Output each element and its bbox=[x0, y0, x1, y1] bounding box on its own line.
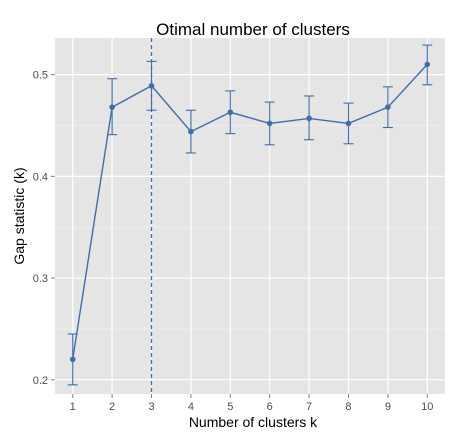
data-point bbox=[148, 83, 155, 89]
x-tick-label: 1 bbox=[70, 401, 76, 413]
x-tick-label: 4 bbox=[188, 401, 194, 413]
x-tick-label: 2 bbox=[109, 401, 115, 413]
data-point bbox=[227, 109, 234, 116]
y-tick-label: 0.4 bbox=[33, 171, 48, 183]
x-tick-label: 6 bbox=[267, 401, 273, 413]
x-axis-label: Number of clusters k bbox=[189, 414, 318, 430]
x-tick-label: 10 bbox=[421, 401, 433, 413]
data-point bbox=[385, 104, 391, 110]
data-point bbox=[69, 356, 76, 363]
series-layer bbox=[67, 44, 433, 386]
x-tick-label: 3 bbox=[148, 401, 154, 413]
x-tick-label: 8 bbox=[345, 401, 351, 413]
x-tick-label: 9 bbox=[385, 401, 391, 413]
y-tick-label: 0.3 bbox=[33, 273, 48, 285]
x-tick-label: 7 bbox=[306, 401, 312, 413]
chart-title: Otimal number of clusters bbox=[156, 20, 350, 39]
data-point bbox=[345, 120, 352, 127]
gap-series-line bbox=[72, 63, 428, 360]
x-tick-label: 5 bbox=[227, 401, 233, 413]
y-tick-label: 0.5 bbox=[33, 70, 48, 82]
data-point bbox=[109, 104, 115, 110]
y-tick-label: 0.2 bbox=[33, 375, 48, 387]
plot-panel bbox=[55, 38, 445, 394]
y-axis-label: Gap statistic (k) bbox=[11, 167, 27, 264]
tick-layer: 0.2 0.3 0.4 0.5 1 2 3 4 5 6 7 8 9 10 bbox=[33, 70, 434, 413]
data-point bbox=[188, 128, 194, 135]
data-point bbox=[424, 61, 431, 68]
data-point bbox=[266, 120, 273, 127]
data-point bbox=[306, 115, 312, 122]
